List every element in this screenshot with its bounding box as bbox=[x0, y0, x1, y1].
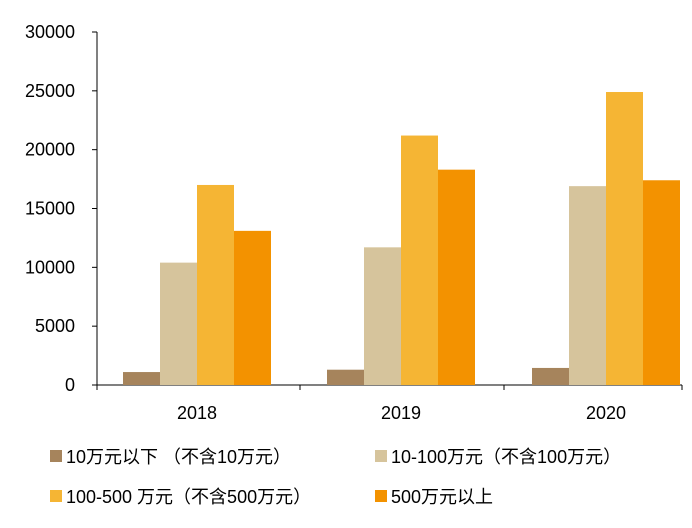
legend-swatch bbox=[375, 450, 387, 462]
bar bbox=[123, 372, 160, 385]
bar bbox=[234, 230, 271, 385]
bar bbox=[327, 369, 364, 385]
legend-swatch bbox=[375, 490, 387, 502]
bar bbox=[160, 262, 197, 385]
bar bbox=[643, 180, 680, 385]
legend-swatch bbox=[50, 490, 62, 502]
legend: 10万元以下 （不含10万元） 10-100万元（不含100万元） 100-500 … bbox=[50, 447, 621, 507]
legend-label: 10-100万元（不含100万元） bbox=[391, 447, 621, 467]
y-axis: 0 5000 10000 15000 20000 25000 30000 bbox=[25, 22, 98, 395]
y-tick-label: 20000 bbox=[25, 140, 75, 160]
bar bbox=[606, 92, 643, 385]
bars bbox=[123, 92, 680, 385]
bar bbox=[569, 186, 606, 385]
bar bbox=[197, 184, 234, 385]
x-tick-label: 2018 bbox=[177, 403, 217, 423]
y-tick-label: 15000 bbox=[25, 199, 75, 219]
bar bbox=[532, 367, 569, 385]
bar bbox=[438, 169, 475, 385]
y-tick-label: 0 bbox=[65, 375, 75, 395]
y-tick-label: 30000 bbox=[25, 22, 75, 42]
x-axis: 2018 2019 2020 bbox=[96, 384, 683, 423]
x-tick-label: 2020 bbox=[586, 403, 626, 423]
y-tick-label: 25000 bbox=[25, 81, 75, 101]
bar bbox=[401, 135, 438, 385]
y-tick-label: 10000 bbox=[25, 257, 75, 277]
x-tick-label: 2019 bbox=[381, 403, 421, 423]
legend-label: 100-500 万元（不含500万元） bbox=[66, 487, 311, 507]
legend-label: 10万元以下 （不含10万元） bbox=[66, 447, 291, 467]
legend-swatch bbox=[50, 450, 62, 462]
y-tick-label: 5000 bbox=[35, 316, 75, 336]
bar bbox=[364, 247, 401, 385]
legend-label: 500万元以上 bbox=[391, 487, 493, 507]
